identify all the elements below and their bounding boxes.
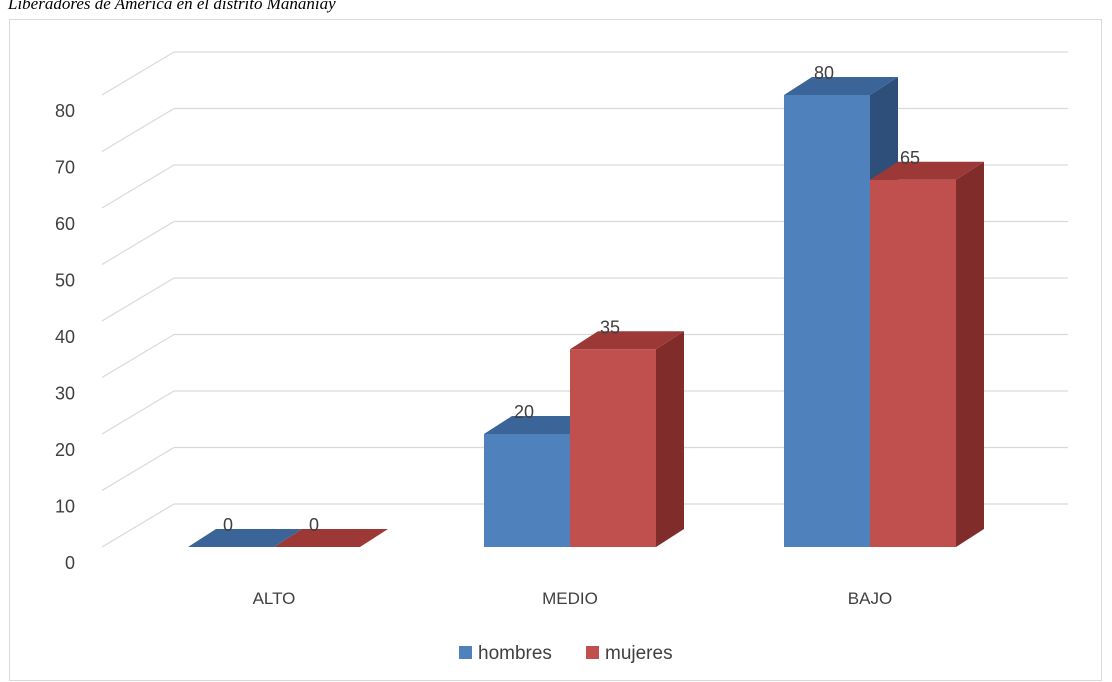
y-tick-label: 70 [55,158,75,178]
bars [188,77,984,547]
bar-top [188,529,302,547]
bar-side [656,331,684,547]
bar-mujeres-bajo [870,161,984,547]
bar-top [870,161,984,180]
y-tick-label: 50 [55,271,75,291]
gridline-diagonal [101,503,175,548]
gridline-diagonal [101,390,175,435]
legend-swatch [459,646,472,659]
bar-mujeres-medio [570,331,684,547]
gridline-diagonal [101,107,175,153]
data-label: 20 [514,402,534,422]
legend-swatch [586,646,599,659]
category-label: MEDIO [542,589,598,608]
y-tick-label: 20 [55,440,75,460]
bar-top [484,416,598,434]
bar-hombres-alto [188,529,302,547]
data-labels: 0 0 20 35 80 65 [223,63,920,535]
figure-caption: Liberadores de América en el distrito Ma… [8,0,336,13]
legend-item-mujeres: mujeres [586,643,673,664]
bar-mujeres-alto [274,529,388,547]
y-tick-label: 40 [55,327,75,347]
y-tick-label: 0 [65,553,75,573]
bar-side [956,161,984,547]
legend-item-hombres: hombres [459,643,552,664]
legend-label: hombres [478,643,552,664]
gridline-diagonal [101,164,175,209]
y-tick-label: 10 [55,497,75,517]
gridline-diagonal [101,277,175,322]
y-tick-label: 30 [55,384,75,404]
bar-front [570,349,656,547]
bar-top [274,529,388,547]
y-tick-label: 60 [55,214,75,234]
bar-front [484,434,570,547]
gridline-diagonal [101,220,175,266]
gridline-diagonal [101,446,175,492]
gridline-diagonal [101,333,175,379]
category-label: BAJO [848,589,892,608]
category-label: ALTO [253,589,296,608]
bar-top [570,331,684,350]
bar-front [784,95,870,547]
data-label: 80 [814,63,834,83]
bar-front [870,179,956,547]
data-label: 0 [309,515,319,535]
bar-top [784,77,898,95]
y-axis-ticks: 0 10 20 30 40 50 60 70 80 [55,101,75,573]
data-label: 0 [223,515,233,535]
y-tick-label: 80 [55,101,75,121]
legend-label: mujeres [605,643,673,664]
category-labels: ALTO MEDIO BAJO [253,589,893,608]
data-label: 35 [600,317,620,337]
data-label: 65 [900,148,920,168]
legend: hombres mujeres [459,643,673,664]
gridline-diagonal [101,51,175,96]
